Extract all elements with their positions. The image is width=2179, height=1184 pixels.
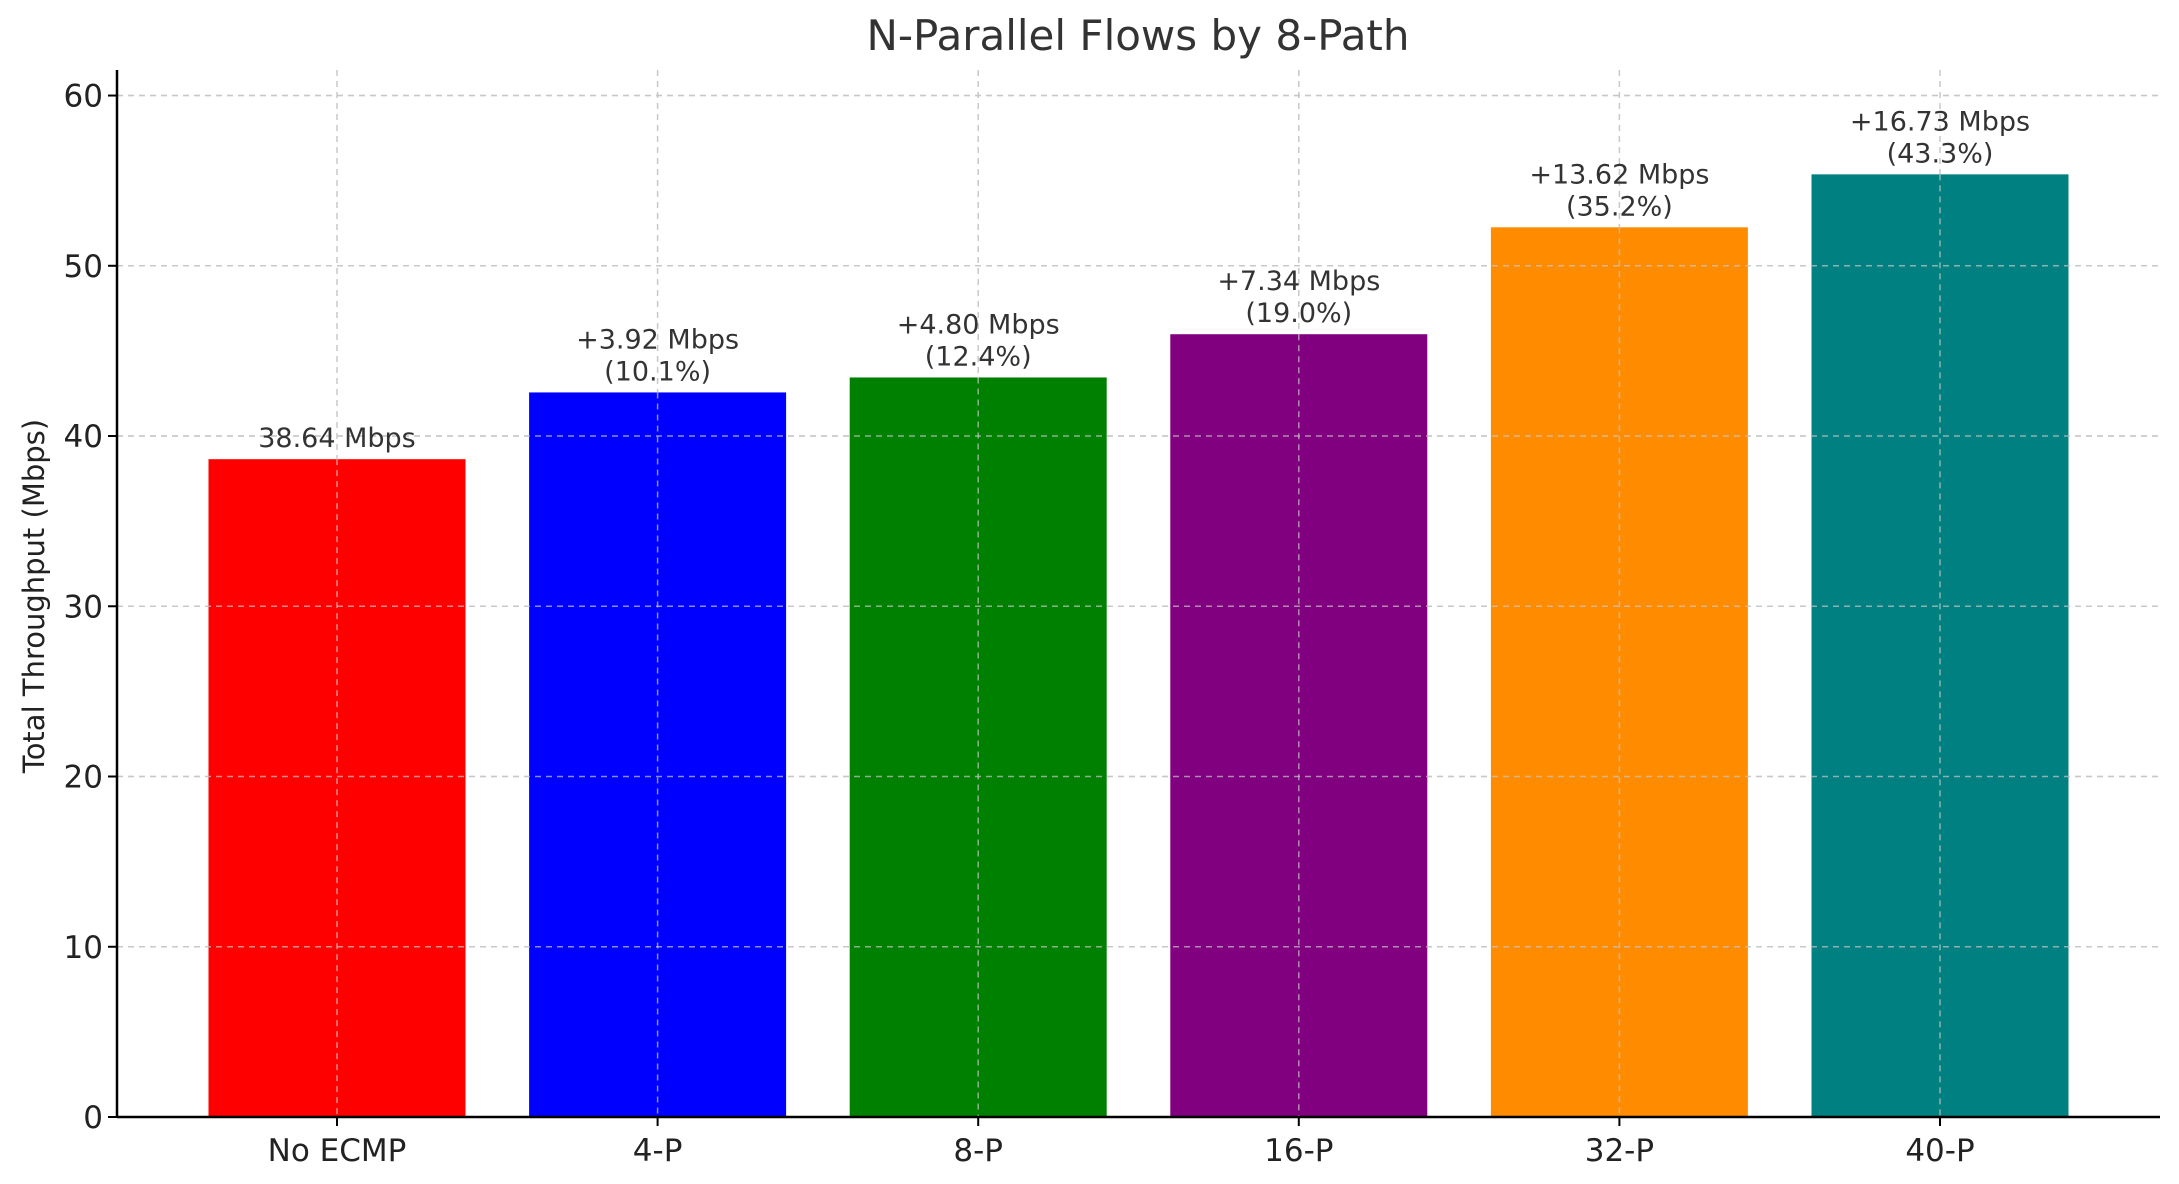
bar-value-label: 38.64 Mbps <box>258 423 416 454</box>
bar-value-label: (35.2%) <box>1566 191 1673 222</box>
bar-value-label: (10.1%) <box>604 356 711 387</box>
bar-value-label: +13.62 Mbps <box>1529 159 1709 190</box>
y-tick-label: 50 <box>64 249 103 285</box>
bars <box>208 174 2069 1118</box>
y-tick-label: 10 <box>64 930 103 966</box>
bar-5 <box>1811 174 2069 1118</box>
x-tick-label: 16-P <box>1264 1133 1333 1169</box>
y-tick-label: 20 <box>64 760 103 796</box>
bar-value-label: (19.0%) <box>1245 298 1352 329</box>
bar-value-label: +4.80 Mbps <box>897 309 1060 340</box>
x-tick-label: 40-P <box>1905 1133 1974 1169</box>
x-tick-label: 4-P <box>633 1133 683 1169</box>
y-tick-label: 0 <box>83 1100 103 1136</box>
x-tick-label: No ECMP <box>268 1133 407 1169</box>
x-tick-label: 32-P <box>1585 1133 1654 1169</box>
bar-1 <box>529 392 787 1117</box>
bar-value-label: +16.73 Mbps <box>1850 106 2030 137</box>
bar-value-label: (12.4%) <box>925 341 1032 372</box>
bar-0 <box>208 459 466 1117</box>
bar-value-label: (43.3%) <box>1887 138 1994 169</box>
y-tick-label: 40 <box>64 419 103 455</box>
chart-title: N-Parallel Flows by 8-Path <box>866 11 1409 60</box>
x-tick-label: 8-P <box>953 1133 1003 1169</box>
y-tick-label: 30 <box>64 589 103 625</box>
y-axis-label: Total Throughput (Mbps) <box>17 419 51 774</box>
bar-value-label: +7.34 Mbps <box>1217 266 1380 297</box>
axes: 0 10 20 30 40 50 60 No ECMP 4-P 8-P 16-P 32-P 40-P <box>64 70 2160 1169</box>
data-labels: 38.64 Mbps +3.92 Mbps(10.1%) +4.80 Mbps(12… <box>258 106 2030 454</box>
y-tick-label: 60 <box>64 79 103 115</box>
bar-value-label: +3.92 Mbps <box>576 324 739 355</box>
